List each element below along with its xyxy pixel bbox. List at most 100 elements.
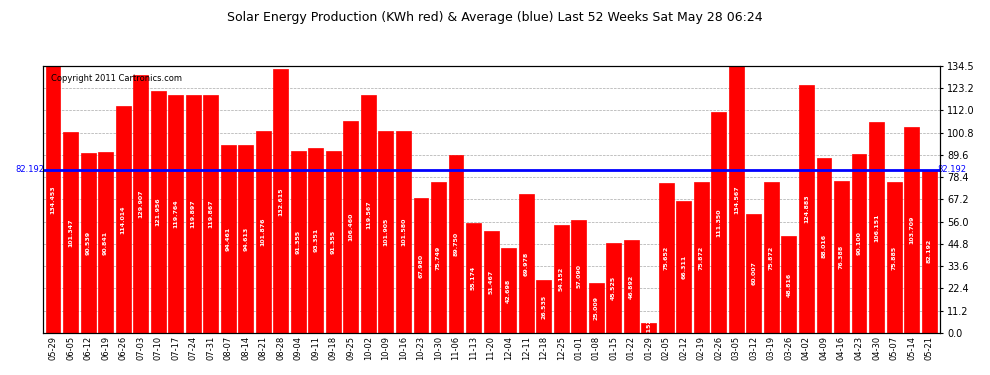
Text: 121.956: 121.956 <box>155 198 160 226</box>
Bar <box>887 182 902 333</box>
Bar <box>781 236 796 333</box>
Text: 67.980: 67.980 <box>419 254 424 278</box>
Bar <box>501 248 516 333</box>
Text: 124.883: 124.883 <box>804 195 809 223</box>
Text: Solar Energy Production (KWh red) & Average (blue) Last 52 Weeks Sat May 28 06:2: Solar Energy Production (KWh red) & Aver… <box>227 11 763 24</box>
Bar <box>221 145 236 333</box>
Bar <box>134 75 148 333</box>
Bar <box>571 219 586 333</box>
Bar <box>642 323 656 333</box>
Text: 54.152: 54.152 <box>558 267 563 291</box>
Bar <box>186 95 201 333</box>
Text: 134.567: 134.567 <box>734 185 739 214</box>
Bar <box>519 194 534 333</box>
Bar <box>326 152 341 333</box>
Bar <box>834 181 849 333</box>
Text: 51.467: 51.467 <box>488 270 494 294</box>
Text: 75.749: 75.749 <box>436 246 441 270</box>
Bar <box>80 153 95 333</box>
Bar <box>746 214 761 333</box>
Text: 119.897: 119.897 <box>191 200 196 228</box>
Text: 111.350: 111.350 <box>717 208 722 237</box>
Bar <box>309 147 324 333</box>
Bar <box>63 132 78 333</box>
Bar <box>589 283 604 333</box>
Text: 69.978: 69.978 <box>524 251 529 276</box>
Bar <box>483 231 499 333</box>
Text: 48.816: 48.816 <box>786 272 791 297</box>
Bar <box>851 154 866 333</box>
Bar <box>168 95 183 333</box>
Bar <box>676 201 691 333</box>
Bar <box>466 224 481 333</box>
Text: 75.872: 75.872 <box>699 246 704 270</box>
Bar <box>291 152 306 333</box>
Text: 101.580: 101.580 <box>401 218 406 246</box>
Bar <box>869 122 884 333</box>
Text: 75.652: 75.652 <box>663 246 669 270</box>
Text: 119.567: 119.567 <box>366 200 371 228</box>
Text: 76.388: 76.388 <box>839 245 844 269</box>
Bar <box>414 198 429 333</box>
Bar <box>904 127 919 333</box>
Text: 60.007: 60.007 <box>751 261 756 285</box>
Bar <box>46 66 60 333</box>
Text: 129.907: 129.907 <box>139 190 144 218</box>
Text: 101.905: 101.905 <box>383 217 388 246</box>
Bar <box>116 106 131 333</box>
Text: 88.016: 88.016 <box>822 234 827 258</box>
Text: 114.014: 114.014 <box>121 206 126 234</box>
Text: 25.009: 25.009 <box>594 296 599 320</box>
Text: 134.453: 134.453 <box>50 185 55 214</box>
Bar <box>203 95 218 333</box>
Text: 91.355: 91.355 <box>296 230 301 254</box>
Text: 57.090: 57.090 <box>576 264 581 288</box>
Text: 82.192: 82.192 <box>938 165 967 174</box>
Text: 90.100: 90.100 <box>856 231 861 255</box>
Bar <box>396 131 411 333</box>
Bar <box>378 130 393 333</box>
Bar <box>537 280 551 333</box>
Text: 5.152: 5.152 <box>646 318 651 338</box>
Bar <box>361 95 376 333</box>
Bar <box>255 130 270 333</box>
Bar <box>922 170 937 333</box>
Bar <box>729 66 743 333</box>
Bar <box>694 182 709 333</box>
Bar <box>712 112 727 333</box>
Bar <box>764 182 779 333</box>
Text: 66.311: 66.311 <box>681 255 686 279</box>
Bar <box>239 145 253 333</box>
Bar <box>448 154 463 333</box>
Text: 93.351: 93.351 <box>314 228 319 252</box>
Bar <box>606 243 621 333</box>
Bar <box>273 69 288 333</box>
Text: 94.613: 94.613 <box>244 227 248 251</box>
Text: 82.192: 82.192 <box>15 165 45 174</box>
Text: 82.192: 82.192 <box>927 239 932 264</box>
Text: 75.885: 75.885 <box>892 246 897 270</box>
Bar <box>344 122 358 333</box>
Text: 103.709: 103.709 <box>909 216 914 244</box>
Text: 106.460: 106.460 <box>348 213 353 242</box>
Text: 45.525: 45.525 <box>611 276 616 300</box>
Text: 90.841: 90.841 <box>103 231 108 255</box>
Bar <box>799 85 814 333</box>
Bar <box>150 91 165 333</box>
Bar <box>658 183 674 333</box>
Bar <box>431 183 446 333</box>
Text: 75.872: 75.872 <box>769 246 774 270</box>
Bar <box>553 225 568 333</box>
Text: 42.698: 42.698 <box>506 278 511 303</box>
Text: 55.174: 55.174 <box>471 266 476 290</box>
Text: 26.535: 26.535 <box>542 294 546 319</box>
Text: Copyright 2011 Cartronics.com: Copyright 2011 Cartronics.com <box>51 74 182 83</box>
Bar <box>98 153 113 333</box>
Text: 94.461: 94.461 <box>226 227 231 251</box>
Text: 101.347: 101.347 <box>68 218 73 246</box>
Bar <box>624 240 639 333</box>
Text: 89.750: 89.750 <box>453 232 458 256</box>
Text: 90.539: 90.539 <box>85 231 90 255</box>
Text: 106.151: 106.151 <box>874 213 879 242</box>
Text: 132.615: 132.615 <box>278 187 283 216</box>
